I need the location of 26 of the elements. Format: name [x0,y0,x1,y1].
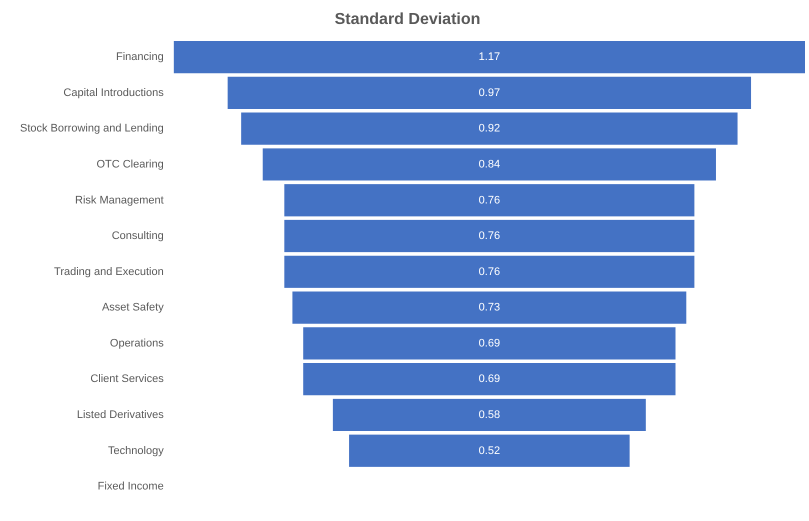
category-label: Consulting [112,230,164,242]
data-label: 0.58 [478,408,500,421]
data-label: 0.52 [478,444,500,457]
category-label: Operations [110,337,164,350]
data-label: 0.76 [478,230,500,242]
category-label: OTC Clearing [96,158,164,170]
category-label: Listed Derivatives [76,408,164,421]
text: Standard Deviation [334,11,480,28]
data-label: 0.92 [478,122,500,135]
data-label: 0.84 [478,158,500,170]
data-label: 0.76 [478,266,500,278]
category-label: Asset Safety [102,302,164,314]
category-label: Trading and Execution [54,266,164,278]
category-label: Fixed Income [98,480,164,493]
data-label: 0.76 [478,194,500,206]
category-label: Client Services [90,373,164,386]
data-label: 0.69 [478,337,500,350]
data-label: 1.17 [478,51,500,64]
category-label: Technology [108,444,164,457]
category-label: Stock Borrowing and Lending [20,122,164,135]
data-label: 0.97 [478,86,500,99]
data-label: 0.73 [478,302,500,314]
category-label: Financing [116,51,164,64]
category-label: Risk Management [75,194,164,206]
category-label: Capital Introductions [63,86,164,99]
data-label: 0.69 [478,373,500,386]
